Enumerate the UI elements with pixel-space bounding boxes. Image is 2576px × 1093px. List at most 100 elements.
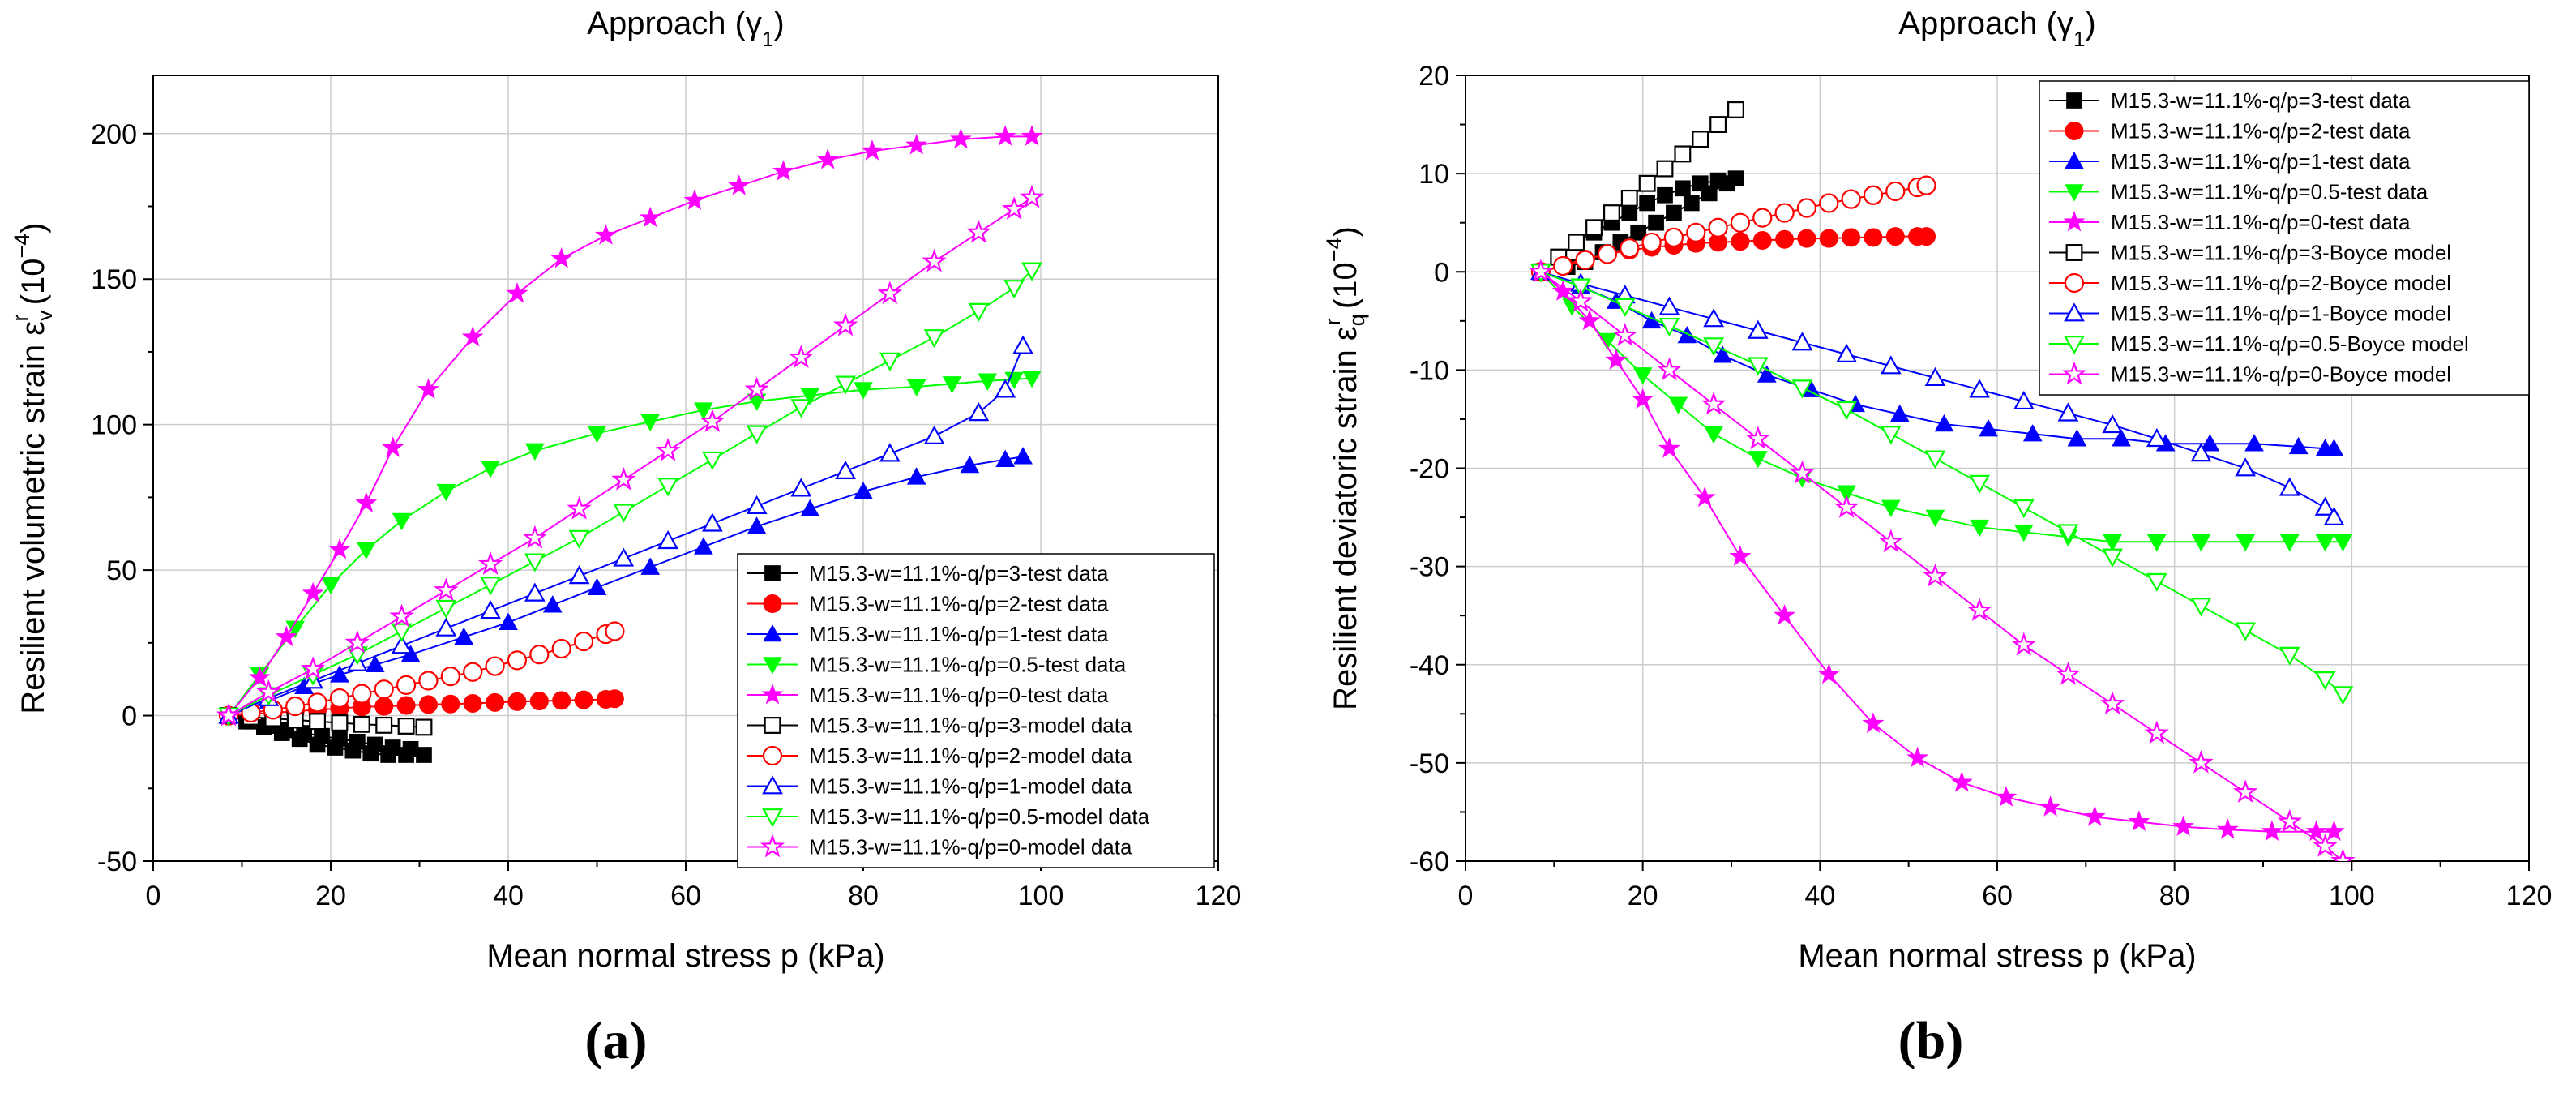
data-point [2011,632,2036,656]
y-tick-label: -60 [1410,847,1449,877]
data-point [1675,180,1691,197]
data-point [2216,818,2239,839]
data-point [1880,355,1902,375]
data-point [2146,572,2167,593]
y-tick-label: 200 [91,119,137,150]
data-point [1950,771,1973,792]
legend-marker [2064,336,2085,355]
plot-area [1528,101,2356,861]
data-point [568,529,590,549]
legend-box [2039,80,2530,396]
data-point [418,671,439,691]
data-point [349,734,366,750]
data-point [1819,229,1838,248]
data-point [486,692,505,712]
data-point [816,148,839,169]
data-point [968,302,990,322]
data-point [352,684,372,704]
y-tick-label: 150 [91,264,137,295]
series-5 [1532,101,1744,281]
data-point [2235,622,2257,641]
data-point [1692,131,1709,148]
data-point [507,692,527,711]
data-point [285,696,306,717]
data-point [1925,509,1945,528]
data-point [375,716,393,734]
data-point [2172,815,2195,836]
legend-marker [760,834,785,858]
data-point [1657,357,1682,381]
data-point [1703,308,1725,328]
data-point [391,623,413,642]
data-point [789,345,814,369]
data-point [441,694,460,714]
series-line [228,135,1032,717]
legend-marker [763,657,782,675]
data-point [1630,224,1647,241]
data-point [966,219,991,243]
data-point [477,551,503,575]
legend-entry: M15.3-w=11.1%-q/p=2-test data [2111,119,2411,144]
data-point [552,691,571,710]
data-point [2057,524,2079,543]
data-point [1578,309,1601,331]
data-point [1656,160,1674,178]
data-point [1677,325,1697,344]
data-point [330,665,349,683]
series-7 [218,335,1033,724]
data-point [1916,175,1936,195]
data-point [701,512,723,532]
series-3 [219,370,1042,726]
y-tick-label: -20 [1410,454,1449,485]
data-point [2235,457,2257,477]
data-point [1791,379,1813,399]
data-point [529,692,549,711]
data-point [879,352,901,371]
series-line [1540,271,2344,861]
data-point [854,382,873,400]
data-point [639,206,661,228]
data-point [2039,795,2062,817]
data-point [905,133,928,155]
data-point [1731,232,1750,251]
data-point [551,638,571,659]
data-point [1605,349,1628,370]
data-point [1923,563,1948,587]
data-point [1791,332,1813,351]
y-tick-label: 100 [91,410,137,441]
data-point [353,715,370,733]
data-point [2103,534,2122,552]
legend-entry: M15.3-w=11.1%-q/p=1-model data [809,774,1132,799]
data-point [309,713,327,731]
legend-entry: M15.3-w=11.1%-q/p=0.5-model data [809,804,1150,829]
data-point [2279,534,2300,552]
y-tick-label: 0 [1434,257,1449,288]
data-point [382,436,404,457]
legend-marker [761,683,784,705]
data-point [605,621,625,641]
data-point [574,690,593,709]
data-point [1668,396,1688,414]
data-point [2102,548,2124,568]
data-point [1551,280,1574,301]
y-axis-label: Resilient volumetric strain εvr (10−4) [8,222,57,714]
data-point [694,402,713,420]
data-point [481,461,500,478]
data-point [389,603,414,628]
legend-entry: M15.3-w=11.1%-q/p=2-model data [809,744,1132,768]
data-point [746,495,768,515]
data-point [2102,414,2124,434]
data-point [1747,319,1769,339]
data-point [2200,434,2220,452]
data-point [1881,499,1901,517]
data-point [355,491,378,513]
data-point [1019,184,1045,208]
data-point [391,635,413,654]
series-9 [1528,259,2356,861]
data-point [1774,203,1795,223]
data-point [2056,661,2081,685]
data-point [436,483,456,502]
data-point [978,373,998,391]
data-point [800,388,820,405]
data-point [746,425,768,444]
